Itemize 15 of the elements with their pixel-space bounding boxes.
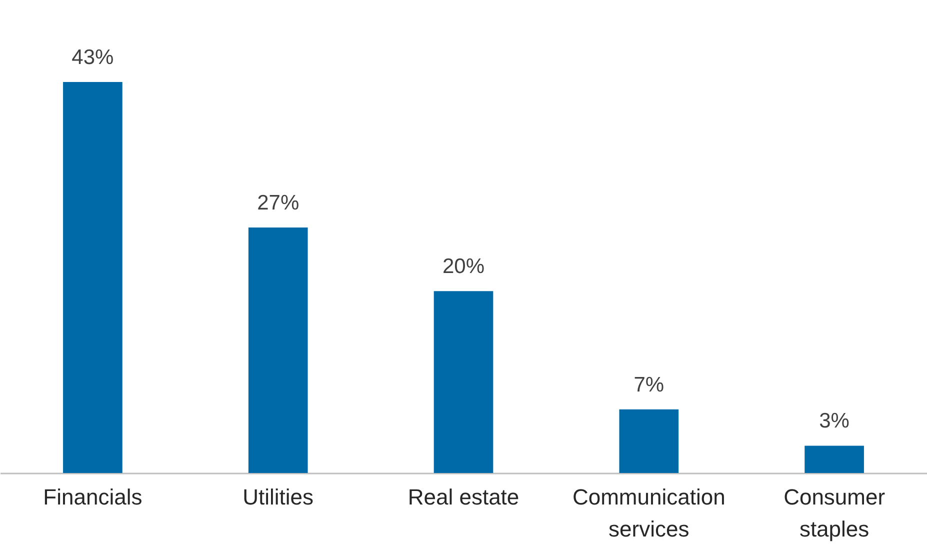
x-tick-label: Real estate	[408, 484, 520, 510]
bar	[804, 446, 864, 473]
data-label: 3%	[819, 410, 850, 433]
bar	[434, 291, 494, 473]
x-tick-label: Utilities	[242, 484, 314, 510]
data-label: 43%	[72, 46, 114, 69]
x-tick-label: Communication services	[572, 484, 726, 542]
x-tick-label: Financials	[43, 484, 142, 510]
bar	[619, 409, 679, 473]
data-label: 7%	[634, 373, 664, 396]
data-label: 27%	[257, 191, 300, 214]
bar	[248, 227, 308, 473]
bar	[63, 82, 122, 473]
data-label: 20%	[442, 255, 485, 278]
x-tick-label: Consumer staples	[784, 484, 886, 542]
